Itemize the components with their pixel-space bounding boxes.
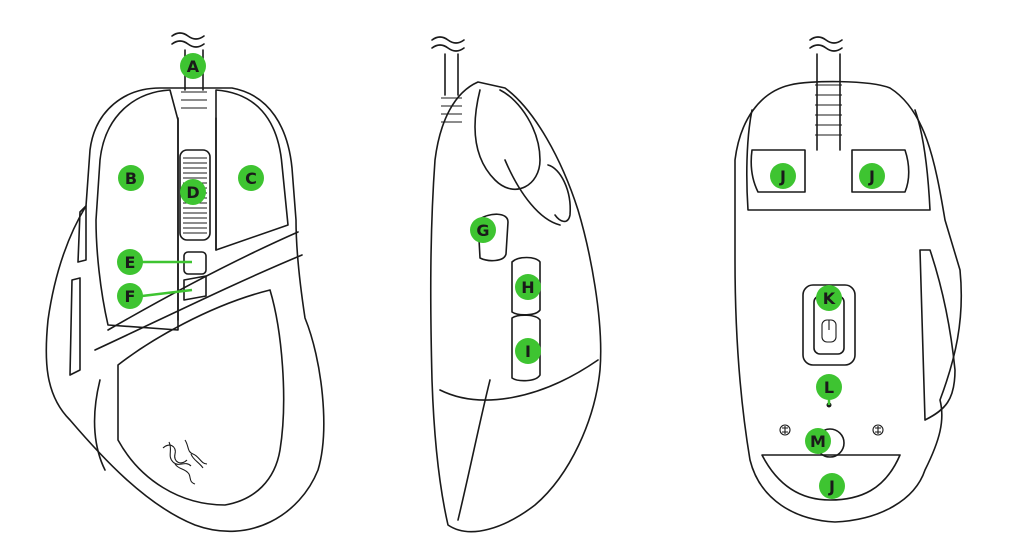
left-button-outline bbox=[95, 89, 179, 331]
callout-badge-d: D bbox=[180, 179, 206, 205]
callout-badge-i: I bbox=[515, 338, 541, 364]
callout-badge-b: B bbox=[118, 165, 144, 191]
foot-pad-bottom-outline bbox=[761, 454, 901, 501]
badge-label: G bbox=[476, 221, 489, 240]
callout-badge-m: M bbox=[805, 428, 831, 454]
side-body-outline bbox=[429, 81, 602, 533]
badge-label: J bbox=[868, 167, 875, 186]
callout-badge-j: J bbox=[770, 163, 796, 189]
callout-badge-k: K bbox=[816, 285, 842, 311]
callout-badge-h: H bbox=[515, 274, 541, 300]
callout-badge-a: A bbox=[180, 53, 206, 79]
badge-circle bbox=[816, 285, 842, 311]
badge-label: B bbox=[125, 169, 137, 188]
top-view bbox=[45, 32, 325, 533]
callout-badge-c: C bbox=[238, 165, 264, 191]
badge-label: E bbox=[125, 253, 136, 272]
screw-icon bbox=[872, 424, 884, 436]
leader-f bbox=[141, 288, 193, 298]
dpi-down-button-outline bbox=[183, 275, 207, 301]
badge-circle bbox=[180, 179, 206, 205]
screw-icon bbox=[779, 424, 791, 436]
badge-circle bbox=[180, 53, 206, 79]
razer-logo-icon bbox=[162, 439, 208, 485]
badge-circle bbox=[515, 274, 541, 300]
badge-label: F bbox=[125, 287, 136, 306]
callout-badge-j: J bbox=[859, 163, 885, 189]
badge-label: H bbox=[521, 278, 534, 297]
badge-label: L bbox=[824, 378, 834, 397]
callout-badge-j: J bbox=[819, 473, 845, 499]
badge-label: D bbox=[186, 183, 199, 202]
badge-circle bbox=[805, 428, 831, 454]
badge-label: M bbox=[810, 432, 826, 451]
badge-circle bbox=[117, 283, 143, 309]
badge-circle bbox=[118, 165, 144, 191]
callout-badge-f: F bbox=[117, 283, 143, 309]
callout-badge-e: E bbox=[117, 249, 143, 275]
foot-pad-left-outline bbox=[750, 149, 806, 193]
callout-badge-l: L bbox=[816, 374, 842, 400]
bottom-body-outline bbox=[734, 80, 963, 523]
badge-label: J bbox=[828, 477, 835, 496]
badge-circle bbox=[515, 338, 541, 364]
badge-circle bbox=[117, 249, 143, 275]
bottom-view bbox=[734, 36, 963, 523]
badge-label: A bbox=[187, 57, 200, 76]
mouse-body-outline bbox=[45, 87, 325, 533]
badge-circle bbox=[238, 165, 264, 191]
badge-circle bbox=[859, 163, 885, 189]
badge-circle bbox=[770, 163, 796, 189]
right-button-outline bbox=[215, 89, 289, 251]
badge-label: C bbox=[245, 169, 257, 188]
badge-circle bbox=[470, 217, 496, 243]
cable-icon bbox=[431, 36, 465, 123]
callout-badge-g: G bbox=[470, 217, 496, 243]
badge-label: J bbox=[779, 167, 786, 186]
badge-circle bbox=[816, 374, 842, 400]
foot-pad-right-outline bbox=[851, 149, 910, 193]
badge-label: I bbox=[525, 342, 531, 361]
cable-icon bbox=[809, 36, 843, 151]
badge-label: K bbox=[823, 289, 836, 308]
badge-circle bbox=[819, 473, 845, 499]
